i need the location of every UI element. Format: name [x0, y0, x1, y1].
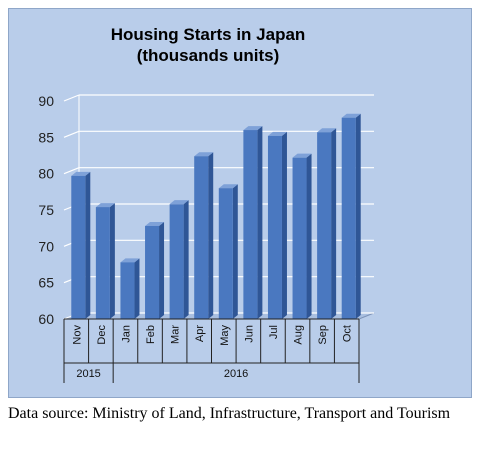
bar-top: [95, 203, 115, 208]
chart-subtitle: (thousands units): [137, 46, 280, 65]
bar-side: [306, 153, 312, 319]
bar-may: [218, 184, 238, 319]
bar-feb: [145, 221, 165, 319]
y-tick-label: 70: [38, 238, 54, 254]
x-tick-label: Jan: [120, 325, 132, 343]
data-source-note: Data source: Ministry of Land, Infrastru…: [8, 405, 451, 422]
bar-nov: [71, 171, 91, 319]
bar-apr: [194, 152, 214, 319]
bar-top: [267, 131, 287, 136]
bar-front: [267, 135, 282, 319]
bar-top: [317, 128, 337, 133]
x-tick-label: Jul: [268, 325, 280, 339]
x-tick-label: Apr: [194, 325, 206, 342]
bar-top: [194, 152, 214, 157]
bar-front: [169, 204, 184, 319]
year-group-label: 2015: [76, 368, 100, 380]
year-group-label: 2016: [224, 368, 248, 380]
bar-top: [292, 153, 312, 158]
y-tick-label: 65: [38, 275, 54, 291]
bar-side: [281, 131, 287, 319]
y-tick-label: 60: [38, 311, 54, 327]
bar-sep: [317, 128, 337, 319]
y-tick-label: 80: [38, 166, 54, 182]
bar-dec: [95, 203, 115, 319]
y-tick-label: 75: [38, 202, 54, 218]
x-tick-label: Aug: [293, 325, 305, 345]
bar-jul: [267, 131, 287, 319]
bar-side: [208, 152, 214, 319]
bar-top: [120, 258, 140, 263]
x-tick-label: Oct: [342, 325, 354, 342]
x-tick-label: Nov: [71, 325, 83, 345]
bar-front: [194, 156, 209, 319]
x-tick-label: Sep: [317, 325, 329, 345]
bar-mar: [169, 200, 189, 319]
y-tick-label: 90: [38, 93, 54, 109]
bar-side: [257, 126, 263, 319]
bar-side: [183, 200, 189, 319]
bar-chart: Housing Starts in Japan (thousands units…: [38, 25, 375, 383]
bar-side: [331, 128, 337, 319]
x-tick-label: May: [219, 325, 231, 346]
bar-side: [232, 184, 238, 319]
bar-front: [218, 188, 233, 319]
bar-top: [218, 184, 238, 189]
bar-front: [317, 132, 332, 319]
x-tick-label: Mar: [170, 325, 182, 344]
bar-top: [243, 126, 263, 131]
bar-front: [95, 207, 110, 319]
bar-top: [169, 200, 189, 205]
bar-jan: [120, 258, 140, 319]
bar-side: [134, 258, 140, 319]
x-tick-label: Dec: [96, 325, 108, 345]
bar-side: [85, 171, 91, 319]
gridline-slant: [63, 130, 80, 138]
gridline-slant: [63, 167, 80, 175]
bar-top: [71, 171, 91, 176]
bar-front: [71, 175, 86, 319]
bar-front: [145, 225, 160, 319]
bar-front: [243, 130, 258, 319]
x-tick-label: Jun: [243, 325, 255, 343]
bar-top: [341, 113, 361, 118]
y-tick-label: 85: [38, 129, 54, 145]
chart-title: Housing Starts in Japan: [111, 25, 306, 44]
bar-front: [120, 262, 135, 319]
chart-panel: Housing Starts in Japan (thousands units…: [8, 8, 472, 398]
bar-side: [109, 203, 115, 319]
x-tick-label: Feb: [145, 325, 157, 344]
bar-oct: [341, 113, 361, 319]
bar-side: [355, 113, 361, 319]
gridline-slant: [63, 94, 80, 102]
bar-jun: [243, 126, 263, 319]
bar-aug: [292, 153, 312, 319]
bar-top: [145, 221, 165, 226]
bar-front: [341, 117, 356, 319]
bar-front: [292, 157, 307, 319]
bar-side: [159, 221, 165, 319]
